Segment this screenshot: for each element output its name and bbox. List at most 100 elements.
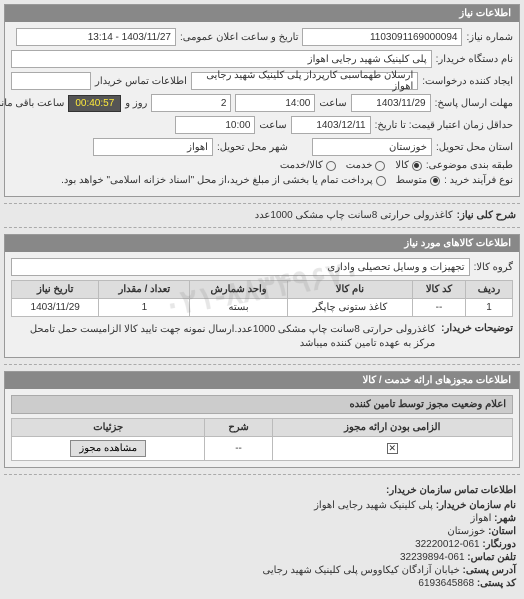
deadline-date-field: 1403/11/29 [351, 94, 431, 112]
permit-header-row: الزامی بودن ارائه مجوز شرح جزئیات [12, 419, 513, 437]
proc-opt-0-label: متوسط [396, 175, 427, 186]
cell-unit: بسته [190, 299, 287, 317]
permit-table: الزامی بودن ارائه مجوز شرح جزئیات -- مشا… [11, 418, 513, 461]
cat-opt-0[interactable]: کالا [395, 160, 422, 171]
proc-opt-0[interactable]: متوسط [396, 175, 440, 186]
info-value: پلی کلینیک شهید رجایی اهواز [314, 500, 433, 511]
radio-icon [326, 161, 336, 171]
radio-icon [412, 161, 422, 171]
info-value: 6193645868 [418, 578, 474, 589]
countdown-timer: 00:40:57 [68, 95, 121, 112]
need-no-label: شماره نیاز: [466, 32, 513, 43]
info-line: دورنگار: 061-32220012 [8, 539, 516, 550]
category-radio-group: کالا خدمت کالا/خدمت [280, 160, 422, 171]
price-valid-time-field: 10:00 [175, 116, 255, 134]
need-info-panel: اطلاعات نیاز شماره نیاز: 110309116900009… [4, 4, 520, 197]
radio-icon [376, 176, 386, 186]
info-value: 061-32220012 [415, 539, 480, 550]
buyer-contact-header: اطلاعات تماس سازمان خریدار: [8, 485, 516, 496]
info-line: استان: خوزستان [8, 526, 516, 537]
info-line: نام سازمان خریدار: پلی کلینیک شهید رجایی… [8, 500, 516, 511]
announce-label: تاریخ و ساعت اعلان عمومی: [180, 32, 299, 43]
cell-row: 1 [465, 299, 512, 317]
time-label-1: ساعت [319, 98, 346, 109]
permit-sub-header: اعلام وضعیت مجوز توسط تامین کننده [11, 395, 513, 414]
announce-field: 1403/11/27 - 13:14 [16, 28, 176, 46]
separator [4, 364, 520, 365]
city-field: اهواز [93, 138, 213, 156]
cat-opt-2[interactable]: کالا/خدمت [280, 160, 336, 171]
radio-icon [375, 161, 385, 171]
cat-opt-1[interactable]: خدمت [346, 160, 386, 171]
info-line: کد پستی: 6193645868 [8, 578, 516, 589]
info-value: 061-32239894 [400, 552, 465, 563]
table-header-row: ردیف کد کالا نام کالا واحد شمارش تعداد /… [12, 281, 513, 299]
info-value: خیابان آزادگان کیکاووس پلی کلینیک شهید ر… [263, 565, 460, 576]
view-permit-button[interactable]: مشاهده مجوز [70, 440, 146, 457]
cat-opt-2-label: کالا/خدمت [280, 160, 323, 171]
deadline-time-field: 14:00 [235, 94, 315, 112]
process-radio-group: متوسط پرداخت تمام یا بخشی از مبلغ خرید،ا… [61, 175, 440, 186]
check-icon [387, 443, 398, 454]
province-field: خوزستان [312, 138, 432, 156]
goods-info-header: اطلاعات کالاهای مورد نیاز [5, 235, 519, 252]
info-label: دورنگار: [480, 539, 516, 550]
creator-label: ایجاد کننده درخواست: [422, 76, 513, 87]
info-label: کد پستی: [474, 578, 516, 589]
info-label: استان: [485, 526, 516, 537]
col-qty: تعداد / مقدار [99, 281, 190, 299]
desc-label: توضیحات خریدار: [441, 323, 513, 351]
buyer-contact-panel: اطلاعات تماس سازمان خریدار: نام سازمان خ… [4, 481, 520, 595]
cell-desc: -- [205, 437, 272, 461]
time-label-2: ساعت [259, 120, 286, 131]
col-date: تاریخ نیاز [12, 281, 99, 299]
permit-info-header: اطلاعات مجوزهای ارائه خدمت / کالا [5, 372, 519, 389]
info-line: شهر: اهواز [8, 513, 516, 524]
need-title-label: شرح کلی نیاز: [457, 210, 516, 221]
col-row: ردیف [465, 281, 512, 299]
cat-opt-1-label: خدمت [346, 160, 373, 171]
province-label: استان محل تحویل: [436, 142, 513, 153]
info-label: نام سازمان خریدار: [433, 500, 516, 511]
col-mandatory: الزامی بودن ارائه مجوز [272, 419, 512, 437]
col-unit: واحد شمارش [190, 281, 287, 299]
cell-name: کاغذ ستونی چاپگر [287, 299, 412, 317]
remain-label: ساعت باقی مانده [0, 98, 64, 109]
proc-opt-1-label: پرداخت تمام یا بخشی از مبلغ خرید،از محل … [61, 175, 373, 186]
goods-table: ردیف کد کالا نام کالا واحد شمارش تعداد /… [11, 280, 513, 317]
price-valid-date-field: 1403/12/11 [291, 116, 371, 134]
permit-info-panel: اطلاعات مجوزهای ارائه خدمت / کالا اعلام … [4, 371, 520, 468]
separator [4, 203, 520, 204]
separator [4, 227, 520, 228]
cell-detail: مشاهده مجوز [12, 437, 205, 461]
need-no-field: 1103091169000094 [302, 28, 462, 46]
contact-field [11, 72, 91, 90]
info-label: آدرس پستی: [460, 565, 516, 576]
price-valid-label: حداقل زمان اعتبار قیمت: تا تاریخ: [375, 120, 513, 131]
col-code: کد کالا [413, 281, 466, 299]
proc-opt-1[interactable]: پرداخت تمام یا بخشی از مبلغ خرید،از محل … [61, 175, 386, 186]
desc-text: کاغذرولی حرارتی 8سانت چاپ مشکی 1000عدد.ا… [11, 323, 435, 351]
device-label: نام دستگاه خریدار: [436, 54, 513, 65]
group-label: گروه کالا: [474, 262, 513, 273]
info-label: شهر: [491, 513, 516, 524]
group-field: تجهیزات و وسایل تحصیلی واداری [11, 258, 470, 276]
contact-label: اطلاعات تماس خریدار [95, 76, 187, 87]
cell-date: 1403/11/29 [12, 299, 99, 317]
info-value: خوزستان [447, 526, 485, 537]
info-value: اهواز [471, 513, 492, 524]
device-field: پلی کلینیک شهید رجایی اهواز [11, 50, 432, 68]
cell-qty: 1 [99, 299, 190, 317]
info-label: تلفن تماس: [465, 552, 516, 563]
category-label: طبقه بندی موضوعی: [426, 160, 513, 171]
radio-icon [430, 176, 440, 186]
cell-mandatory [272, 437, 512, 461]
goods-info-panel: اطلاعات کالاهای مورد نیاز گروه کالا: تجه… [4, 234, 520, 358]
info-line: تلفن تماس: 061-32239894 [8, 552, 516, 563]
days-left-field: 2 [151, 94, 231, 112]
info-line: آدرس پستی: خیابان آزادگان کیکاووس پلی کل… [8, 565, 516, 576]
cell-code: -- [413, 299, 466, 317]
separator [4, 474, 520, 475]
creator-field: ارسلان طهماسبی کارپرداز پلی کلینیک شهید … [191, 72, 418, 90]
need-info-header: اطلاعات نیاز [5, 5, 519, 22]
